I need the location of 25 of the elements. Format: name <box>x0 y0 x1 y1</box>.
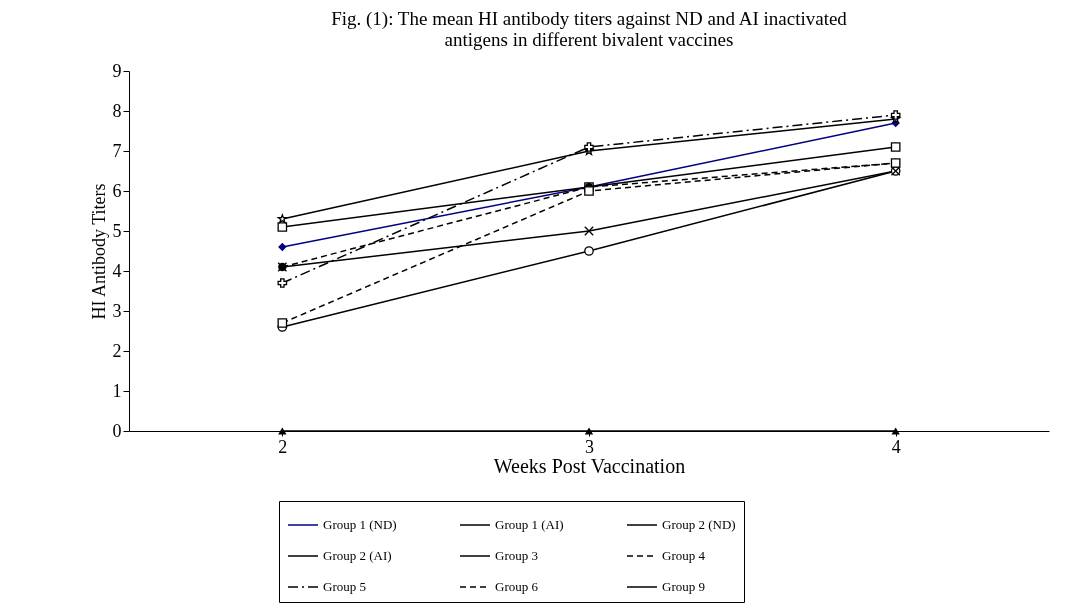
y-tick-label: 6 <box>112 180 122 201</box>
y-tick-label: 8 <box>112 100 122 121</box>
y-tick-label: 3 <box>112 300 122 321</box>
chart-title: Fig. (1): The mean HI antibody titers against ND and AI inactivated antigens in different bivalent vaccines <box>331 8 848 50</box>
y-tick-label: 7 <box>112 140 122 161</box>
legend-label: Group 4 <box>662 548 706 563</box>
legend-label: Group 2 (ND) <box>662 517 736 532</box>
y-tick-label: 1 <box>112 380 122 401</box>
legend-label: Group 6 <box>495 579 539 594</box>
legend-label: Group 9 <box>662 579 705 594</box>
legend-label: Group 1 (ND) <box>323 517 397 532</box>
legend-label: Group 3 <box>495 548 538 563</box>
y-axis-title: HI Antibody Titers <box>88 183 109 320</box>
x-tick-label: 3 <box>585 436 594 457</box>
legend-label: Group 5 <box>323 579 366 594</box>
y-tick-label: 2 <box>112 340 122 361</box>
y-tick-label: 5 <box>112 220 122 241</box>
y-tick-label: 4 <box>112 260 122 281</box>
legend-label: Group 2 (AI) <box>323 548 392 563</box>
y-tick-label: 9 <box>112 60 122 81</box>
x-tick-label: 4 <box>891 436 901 457</box>
legend-label: Group 1 (AI) <box>495 517 564 532</box>
y-tick-label: 0 <box>112 420 122 441</box>
x-tick-label: 2 <box>278 436 288 457</box>
x-axis-title: Weeks Post Vaccination <box>493 454 686 477</box>
